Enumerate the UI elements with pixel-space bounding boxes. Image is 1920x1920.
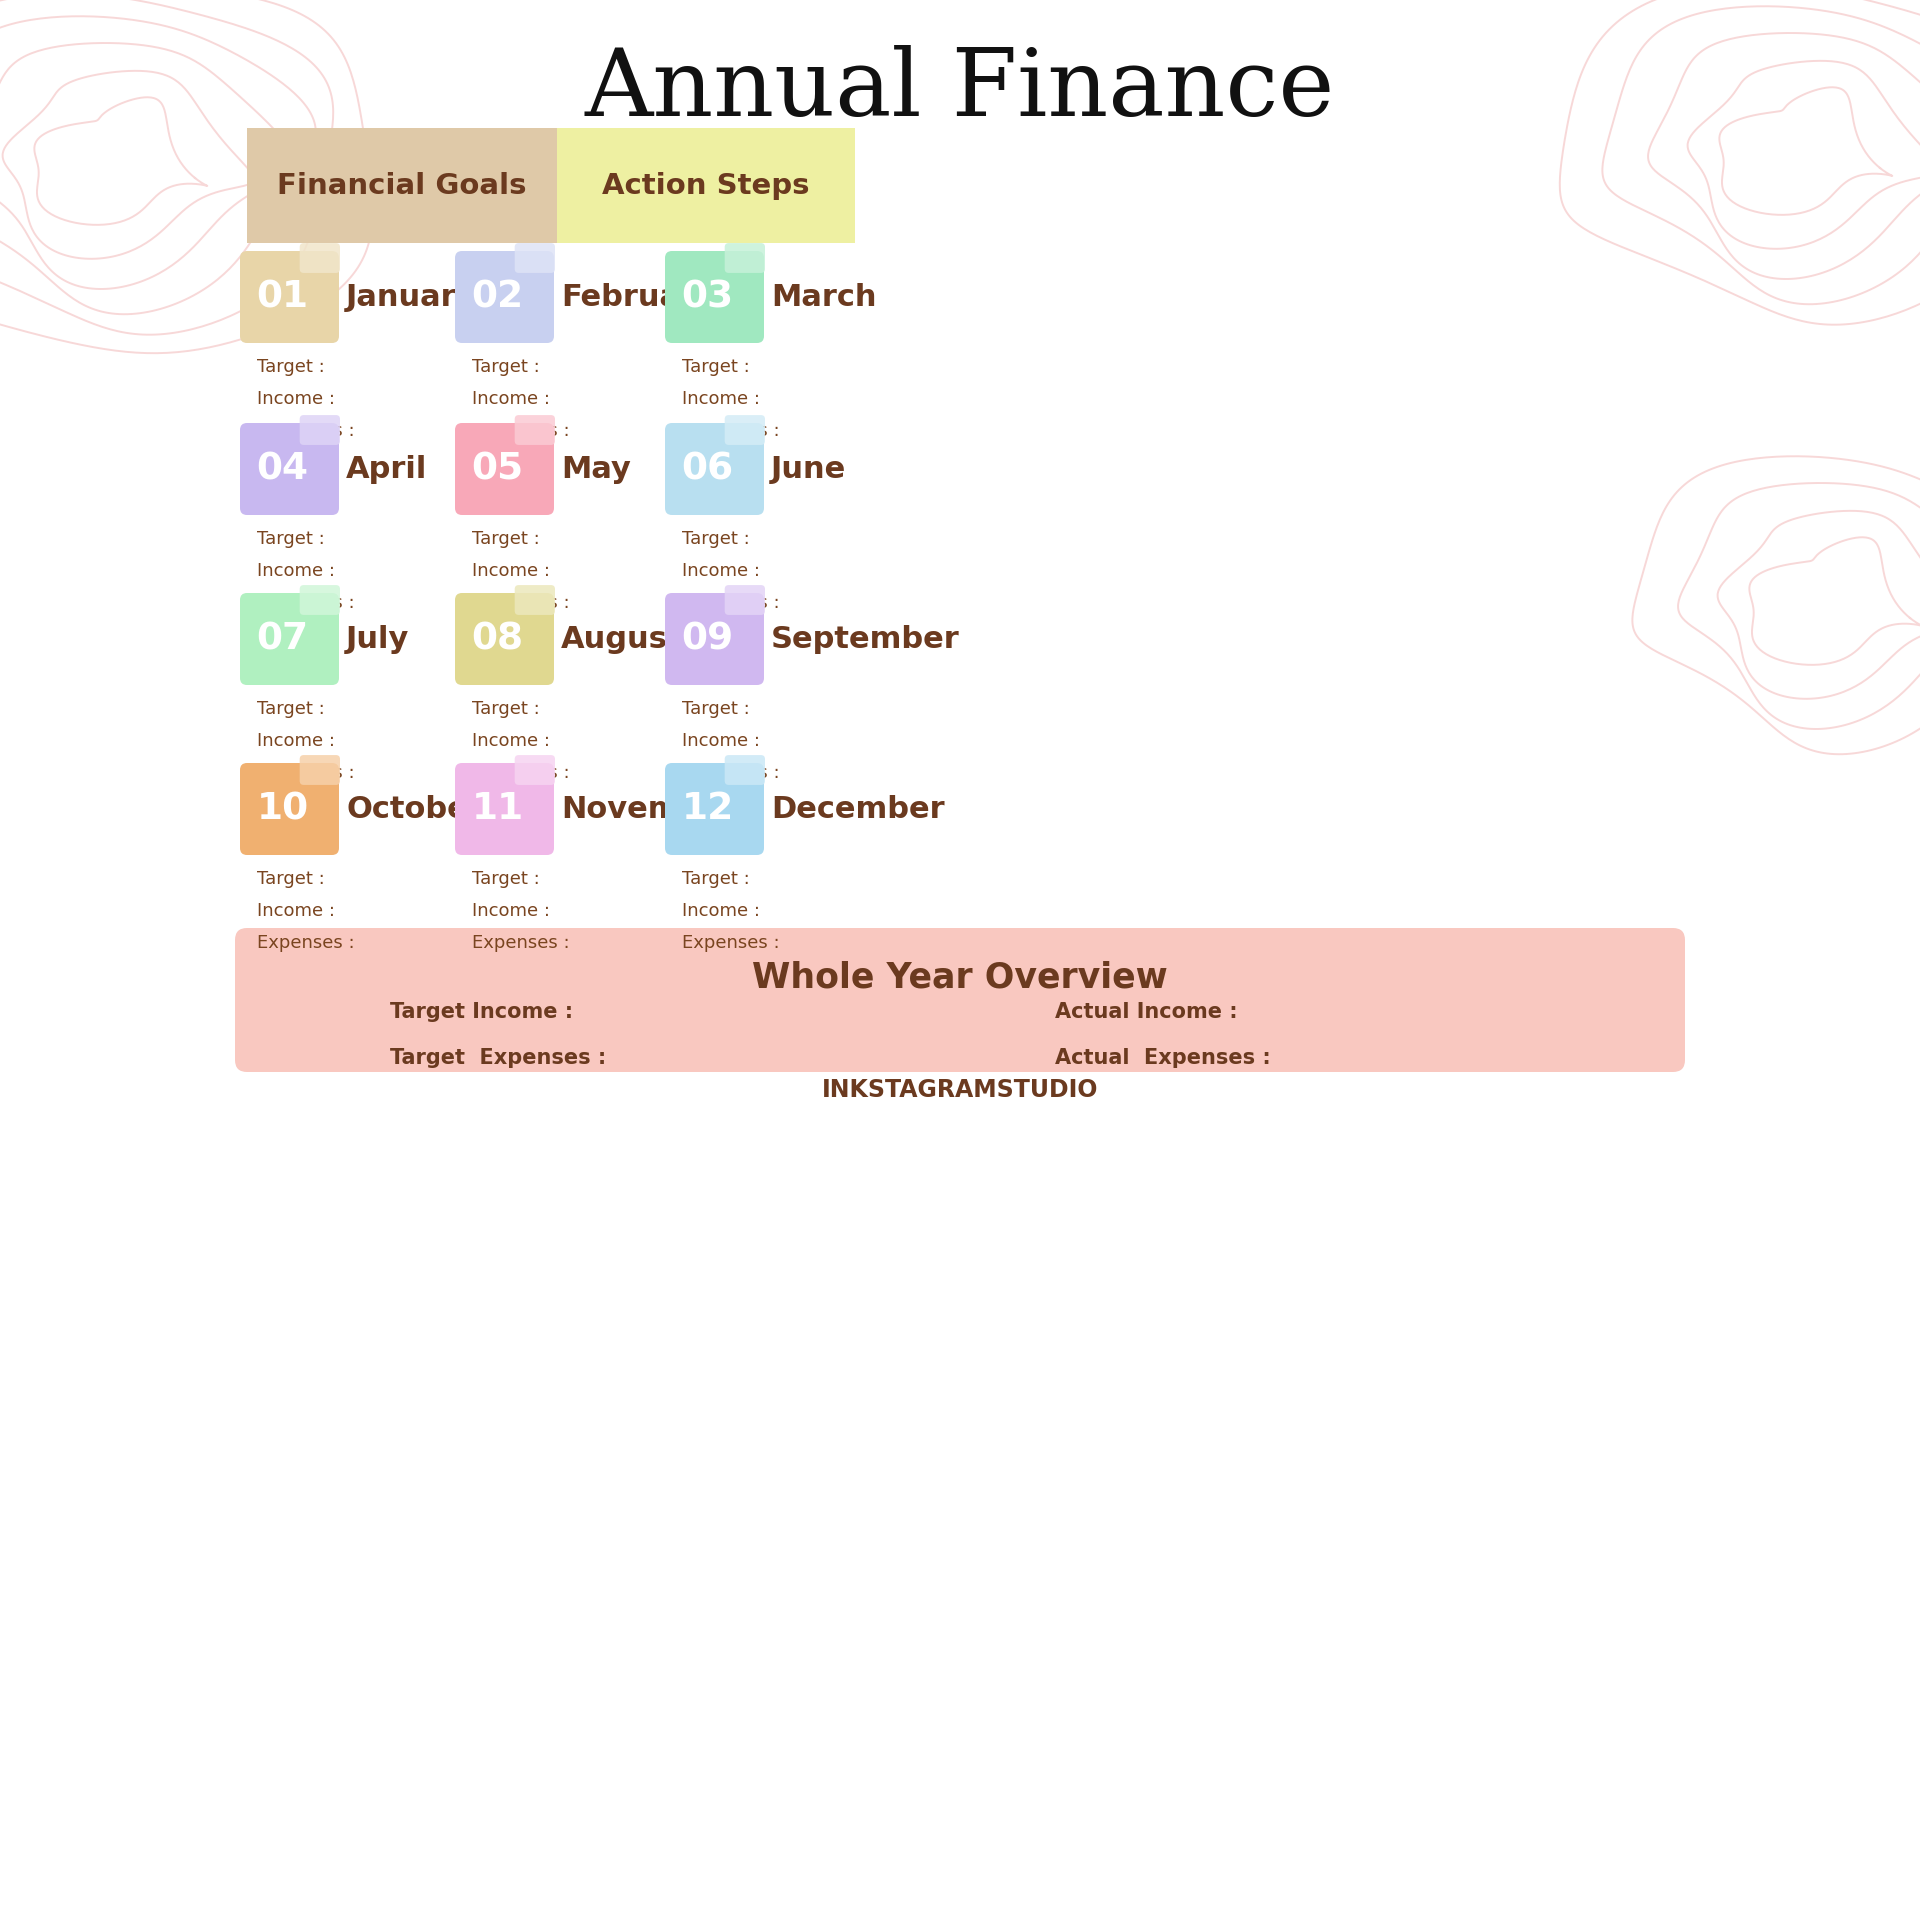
FancyBboxPatch shape bbox=[240, 762, 340, 854]
FancyBboxPatch shape bbox=[724, 415, 764, 445]
Text: Target :: Target : bbox=[472, 530, 540, 547]
Text: 02: 02 bbox=[472, 278, 524, 315]
FancyBboxPatch shape bbox=[664, 762, 764, 854]
Text: Income :: Income : bbox=[257, 563, 334, 580]
FancyBboxPatch shape bbox=[240, 252, 340, 344]
Text: Income :: Income : bbox=[472, 732, 549, 751]
FancyBboxPatch shape bbox=[234, 927, 1686, 1071]
Text: Annual Finance: Annual Finance bbox=[586, 44, 1334, 134]
FancyBboxPatch shape bbox=[515, 755, 555, 785]
Text: Actual Income :: Actual Income : bbox=[1054, 1002, 1238, 1021]
FancyBboxPatch shape bbox=[455, 593, 555, 685]
Text: Expenses :: Expenses : bbox=[472, 593, 570, 612]
Text: Target  Expenses :: Target Expenses : bbox=[390, 1048, 607, 1068]
Text: Action Steps: Action Steps bbox=[603, 171, 810, 200]
Text: Target :: Target : bbox=[257, 870, 324, 887]
Text: 11: 11 bbox=[472, 791, 524, 828]
FancyBboxPatch shape bbox=[455, 422, 555, 515]
FancyBboxPatch shape bbox=[515, 586, 555, 614]
FancyBboxPatch shape bbox=[240, 593, 340, 685]
Text: Expenses :: Expenses : bbox=[682, 422, 780, 440]
Text: 01: 01 bbox=[257, 278, 309, 315]
Text: Target :: Target : bbox=[472, 870, 540, 887]
Text: Target :: Target : bbox=[257, 530, 324, 547]
Text: INKSTAGRAMSTUDIO: INKSTAGRAMSTUDIO bbox=[822, 1077, 1098, 1102]
Text: Actual  Expenses :: Actual Expenses : bbox=[1054, 1048, 1271, 1068]
Text: Expenses :: Expenses : bbox=[682, 764, 780, 781]
Text: 05: 05 bbox=[472, 451, 524, 488]
Text: Expenses :: Expenses : bbox=[472, 933, 570, 952]
Text: February: February bbox=[561, 282, 714, 311]
Text: July: July bbox=[346, 624, 409, 653]
Text: October: October bbox=[346, 795, 482, 824]
Text: August: August bbox=[561, 624, 682, 653]
FancyBboxPatch shape bbox=[300, 755, 340, 785]
FancyBboxPatch shape bbox=[557, 129, 854, 244]
FancyBboxPatch shape bbox=[724, 586, 764, 614]
FancyBboxPatch shape bbox=[300, 415, 340, 445]
Text: 10: 10 bbox=[257, 791, 309, 828]
Text: Income :: Income : bbox=[472, 902, 549, 920]
FancyBboxPatch shape bbox=[248, 129, 557, 244]
Text: 06: 06 bbox=[682, 451, 733, 488]
Text: Income :: Income : bbox=[472, 563, 549, 580]
Text: Target :: Target : bbox=[682, 357, 749, 376]
Text: Target :: Target : bbox=[682, 701, 749, 718]
Text: Target :: Target : bbox=[472, 701, 540, 718]
Text: Target Income :: Target Income : bbox=[390, 1002, 574, 1021]
FancyBboxPatch shape bbox=[455, 252, 555, 344]
Text: Income :: Income : bbox=[257, 732, 334, 751]
Text: Income :: Income : bbox=[682, 732, 760, 751]
Text: 07: 07 bbox=[257, 620, 309, 657]
FancyBboxPatch shape bbox=[664, 593, 764, 685]
Text: 12: 12 bbox=[682, 791, 733, 828]
Text: Income :: Income : bbox=[257, 390, 334, 409]
FancyBboxPatch shape bbox=[300, 586, 340, 614]
Text: May: May bbox=[561, 455, 632, 484]
Text: January: January bbox=[346, 282, 476, 311]
FancyBboxPatch shape bbox=[515, 415, 555, 445]
Text: Expenses :: Expenses : bbox=[472, 422, 570, 440]
FancyBboxPatch shape bbox=[724, 755, 764, 785]
Text: Expenses :: Expenses : bbox=[682, 593, 780, 612]
Text: Expenses :: Expenses : bbox=[257, 593, 355, 612]
Text: Income :: Income : bbox=[682, 563, 760, 580]
Text: Target :: Target : bbox=[682, 530, 749, 547]
Text: December: December bbox=[772, 795, 945, 824]
Text: Income :: Income : bbox=[682, 902, 760, 920]
Text: June: June bbox=[772, 455, 847, 484]
Text: Target :: Target : bbox=[472, 357, 540, 376]
Text: 08: 08 bbox=[472, 620, 524, 657]
FancyBboxPatch shape bbox=[455, 762, 555, 854]
FancyBboxPatch shape bbox=[515, 244, 555, 273]
Text: Target :: Target : bbox=[682, 870, 749, 887]
Text: 03: 03 bbox=[682, 278, 733, 315]
FancyBboxPatch shape bbox=[300, 244, 340, 273]
Text: November: November bbox=[561, 795, 737, 824]
FancyBboxPatch shape bbox=[240, 422, 340, 515]
Text: Target :: Target : bbox=[257, 701, 324, 718]
Text: Income :: Income : bbox=[682, 390, 760, 409]
Text: 09: 09 bbox=[682, 620, 733, 657]
Text: Expenses :: Expenses : bbox=[257, 933, 355, 952]
Text: Financial Goals: Financial Goals bbox=[276, 171, 526, 200]
Text: March: March bbox=[772, 282, 877, 311]
Text: Target :: Target : bbox=[257, 357, 324, 376]
Text: Expenses :: Expenses : bbox=[472, 764, 570, 781]
Text: Income :: Income : bbox=[472, 390, 549, 409]
Text: 04: 04 bbox=[257, 451, 309, 488]
FancyBboxPatch shape bbox=[724, 244, 764, 273]
Text: Expenses :: Expenses : bbox=[257, 764, 355, 781]
FancyBboxPatch shape bbox=[664, 252, 764, 344]
FancyBboxPatch shape bbox=[664, 422, 764, 515]
Text: Income :: Income : bbox=[257, 902, 334, 920]
Text: Expenses :: Expenses : bbox=[682, 933, 780, 952]
Text: September: September bbox=[772, 624, 960, 653]
Text: Expenses :: Expenses : bbox=[257, 422, 355, 440]
Text: Whole Year Overview: Whole Year Overview bbox=[753, 962, 1167, 995]
Text: April: April bbox=[346, 455, 428, 484]
